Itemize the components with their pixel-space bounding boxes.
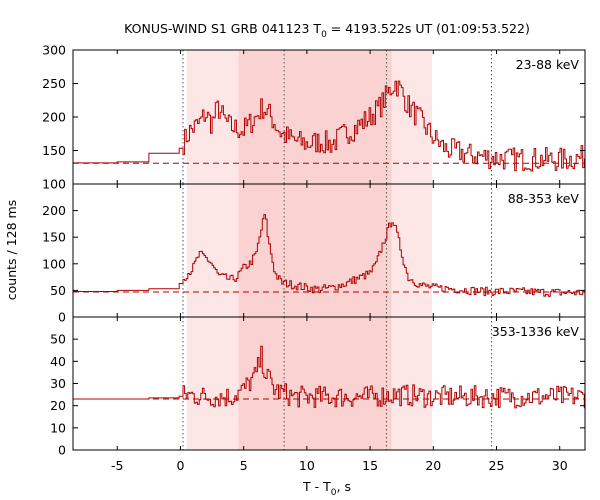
x-tick-label: 15 bbox=[362, 458, 378, 473]
y-tick-label: 100 bbox=[42, 256, 66, 271]
y-tick-label: 250 bbox=[42, 76, 66, 91]
energy-band-label: 88-353 keV bbox=[508, 191, 580, 206]
y-tick-label: 100 bbox=[42, 177, 66, 192]
energy-band-label: 23-88 keV bbox=[516, 57, 580, 72]
energy-band-label: 353-1336 keV bbox=[492, 324, 580, 339]
y-tick-label: 200 bbox=[42, 110, 66, 125]
shade-layer bbox=[186, 50, 433, 450]
y-tick-label: 30 bbox=[50, 376, 66, 391]
y-tick-label: 0 bbox=[58, 443, 66, 458]
series-layer bbox=[73, 80, 585, 409]
shade-inner bbox=[238, 317, 392, 450]
y-tick-label: 50 bbox=[50, 332, 66, 347]
x-tick-label: 10 bbox=[299, 458, 315, 473]
y-tick-label: 40 bbox=[50, 354, 66, 369]
y-tick-label: 20 bbox=[50, 398, 66, 413]
shade-inner bbox=[238, 184, 392, 317]
y-tick-label: 150 bbox=[42, 143, 66, 158]
light-curve-1 bbox=[73, 80, 585, 172]
light-curve-3 bbox=[73, 345, 585, 409]
x-tick-label: 30 bbox=[552, 458, 568, 473]
x-tick-label: 5 bbox=[240, 458, 248, 473]
x-tick-label: -5 bbox=[111, 458, 123, 473]
x-axis-label: T - T0, s bbox=[302, 479, 351, 498]
light-curve-2 bbox=[73, 214, 585, 297]
y-tick-label: 300 bbox=[42, 43, 66, 58]
x-tick-label: 0 bbox=[176, 458, 184, 473]
y-tick-label: 50 bbox=[50, 283, 66, 298]
y-tick-label: 200 bbox=[42, 203, 66, 218]
x-tick-label: 25 bbox=[489, 458, 505, 473]
y-axis-label: counts / 128 ms bbox=[4, 200, 19, 300]
y-tick-label: 10 bbox=[50, 420, 66, 435]
x-tick-label: 20 bbox=[425, 458, 441, 473]
y-tick-label: 0 bbox=[58, 310, 66, 325]
y-tick-label: 150 bbox=[42, 230, 66, 245]
chart-title: KONUS-WIND S1 GRB 041123 T0 = 4193.522s … bbox=[124, 21, 530, 40]
